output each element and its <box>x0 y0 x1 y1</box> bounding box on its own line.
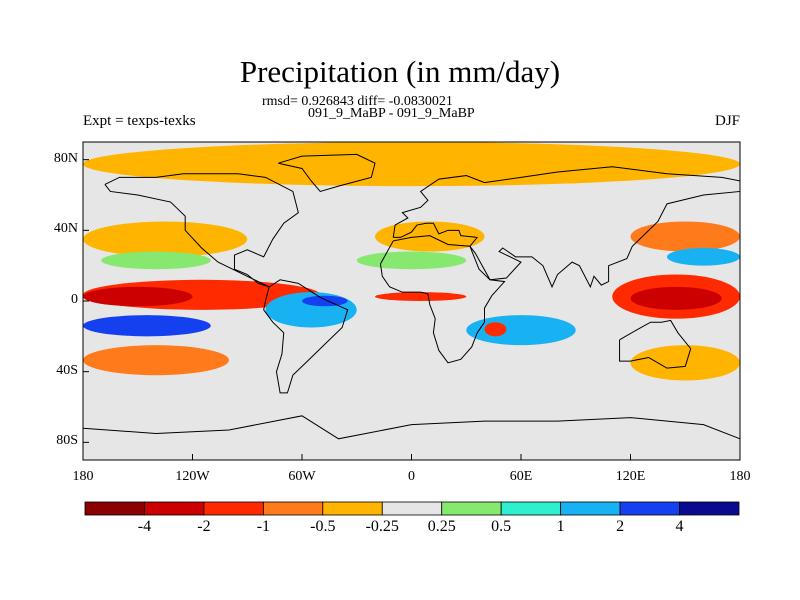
anomaly-region <box>83 345 229 376</box>
right-string: DJF <box>714 113 740 129</box>
colorbar-swatch <box>262 501 324 516</box>
anomaly-region <box>83 286 193 307</box>
colorbar-label: -4 <box>137 518 152 535</box>
colorbar-swatch <box>144 501 205 516</box>
y-tick-label: 40N <box>53 221 78 237</box>
colorbar-label: 0.25 <box>427 518 456 535</box>
colorbar-swatch <box>500 501 562 516</box>
anomaly-region <box>356 251 467 270</box>
x-tick-label: 0 <box>408 469 415 484</box>
anomaly-region <box>466 315 576 346</box>
colorbar-label: -0.5 <box>310 518 336 535</box>
anomaly-region <box>375 292 467 302</box>
y-tick-label: 80S <box>56 433 78 449</box>
coastline <box>82 415 741 440</box>
y-tick-label: 80N <box>53 150 78 166</box>
coastline <box>379 235 506 364</box>
x-tick-label: 120W <box>175 469 210 484</box>
anomaly-region <box>375 221 485 252</box>
y-tick-label: 40S <box>56 362 78 378</box>
colorbar-label: 2 <box>616 518 625 535</box>
coastline <box>392 166 741 289</box>
anomaly-region <box>83 380 740 434</box>
coastline <box>619 319 692 369</box>
anomaly-region <box>83 221 248 257</box>
colorbar-swatch <box>619 501 680 516</box>
colorbar-swatch <box>679 501 740 516</box>
colorbar-label: 0.5 <box>491 518 512 535</box>
anomaly-region <box>630 221 740 252</box>
colorbar-swatch <box>84 501 145 516</box>
coastline <box>104 173 299 288</box>
colorbar-swatch <box>441 501 502 516</box>
stats-line: rmsd= 0.926843 diff= -0.0830021 <box>262 94 453 109</box>
x-tick-label: 120E <box>615 469 646 484</box>
colorbar-swatch <box>322 501 383 516</box>
colorbar-label: -0.25 <box>365 518 399 535</box>
anomaly-region <box>630 286 722 310</box>
colorbar-swatch <box>203 501 264 516</box>
x-tick-label: 180 <box>72 469 94 484</box>
anomaly-region <box>667 248 740 266</box>
colorbar-label: 1 <box>556 518 565 535</box>
anomaly-region <box>484 322 507 337</box>
colorbar-label: 4 <box>675 518 684 535</box>
anomaly-region <box>83 142 740 187</box>
coastline <box>278 153 376 193</box>
colorbar-label: -2 <box>197 518 211 535</box>
anomaly-region <box>630 345 740 381</box>
x-tick-label: 180 <box>729 469 751 484</box>
colorbar-swatch <box>381 501 443 516</box>
experiment-line: 091_9_MaBP - 091_9_MaBP <box>308 106 475 121</box>
left-string: Expt = texps-texks <box>83 113 196 129</box>
anomaly-region <box>101 251 211 270</box>
anomaly-region <box>110 322 193 333</box>
chart-title: Precipitation (in mm/day) <box>239 54 561 89</box>
colorbar-label: -1 <box>256 518 271 535</box>
anomaly-region <box>302 295 348 307</box>
x-tick-label: 60W <box>288 469 316 484</box>
x-tick-label: 60E <box>509 469 533 484</box>
coastline <box>263 279 349 394</box>
colorbar-swatch <box>560 501 621 516</box>
y-tick-label: 0 <box>71 292 78 307</box>
